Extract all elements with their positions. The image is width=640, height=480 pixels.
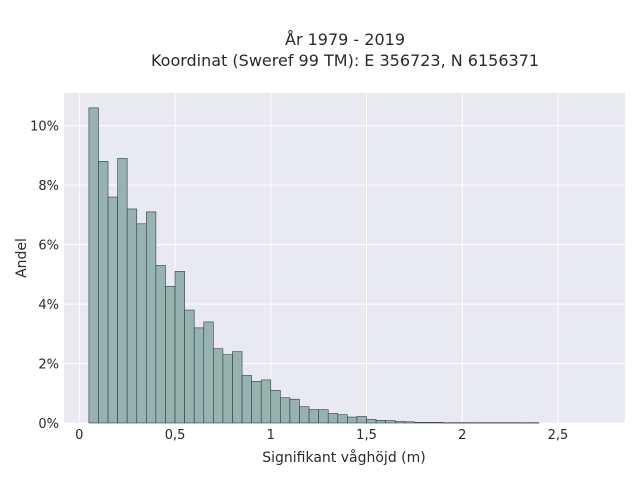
histogram-bar	[155, 265, 166, 424]
histogram-bar	[366, 419, 377, 424]
histogram-bar	[327, 413, 339, 424]
histogram-bar	[88, 107, 99, 424]
y-tick-label: 2%	[38, 358, 59, 373]
histogram-bar	[308, 409, 319, 424]
y-tick-label: 8%	[38, 179, 59, 194]
histogram-bar	[299, 406, 310, 424]
histogram-bar	[404, 421, 415, 424]
chart-title: År 1979 - 2019	[285, 30, 405, 49]
histogram-bar	[280, 397, 291, 424]
histogram-bar	[222, 354, 233, 424]
x-tick-label: 0	[75, 428, 83, 443]
histogram-bar	[193, 327, 205, 424]
histogram-bar	[232, 351, 243, 424]
y-axis-label: Andel	[14, 238, 30, 278]
histogram-bar	[260, 379, 272, 424]
histogram-bar	[165, 285, 176, 424]
histogram-bar	[126, 208, 138, 424]
histogram-bar	[241, 375, 252, 424]
histogram-bar	[356, 416, 367, 424]
histogram-bar	[318, 409, 329, 424]
histogram-bar	[146, 211, 157, 424]
y-tick-label: 10%	[30, 120, 59, 135]
histogram-bar	[213, 348, 224, 424]
histogram-bar	[385, 420, 396, 424]
histogram-bar	[337, 414, 348, 424]
y-tick-label: 4%	[38, 298, 59, 313]
x-tick-label: 1,5	[356, 428, 377, 443]
histogram-bar	[251, 381, 262, 424]
x-tick-label: 2,5	[548, 428, 569, 443]
y-tick-label: 0%	[38, 417, 59, 432]
y-axis-ticks: 0% 2% 4% 6% 8% 10%	[30, 120, 59, 432]
histogram-bars	[88, 107, 540, 424]
x-tick-label: 1	[267, 428, 275, 443]
histogram-bar	[184, 309, 195, 424]
histogram-bar	[174, 271, 185, 424]
histogram-bar	[270, 389, 281, 424]
histogram-bar	[107, 196, 118, 424]
y-tick-label: 6%	[38, 239, 59, 254]
histogram-bar	[203, 321, 214, 424]
histogram-bar	[98, 161, 109, 424]
histogram-bar	[423, 422, 434, 424]
chart-subtitle: Koordinat (Sweref 99 TM): E 356723, N 61…	[151, 51, 539, 70]
x-tick-label: 0,5	[165, 428, 186, 443]
histogram-bar	[433, 422, 444, 424]
histogram-bar	[347, 416, 358, 424]
histogram-bar	[289, 398, 300, 424]
histogram-bar	[136, 223, 147, 424]
histogram-bar	[375, 420, 386, 424]
histogram-bar	[414, 422, 425, 424]
histogram-bar	[117, 158, 128, 424]
x-axis-ticks: 0 0,5 1 1,5 2 2,5	[75, 428, 568, 443]
histogram-bar	[394, 421, 406, 424]
x-tick-label: 2	[458, 428, 466, 443]
x-axis-label: Signifikant våghöjd (m)	[262, 449, 425, 466]
